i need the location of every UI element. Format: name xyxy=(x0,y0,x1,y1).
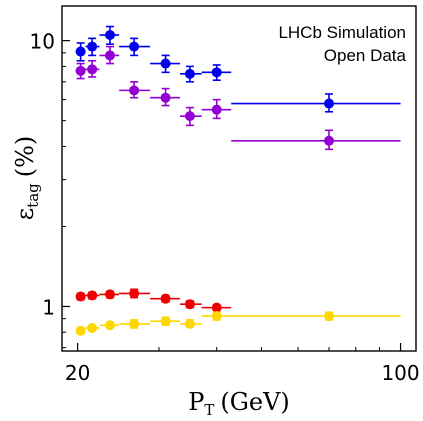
data-point xyxy=(323,135,334,146)
x-axis-title-main: P xyxy=(188,388,204,416)
series-2 xyxy=(75,288,232,313)
x-axis-title: PT (GeV) xyxy=(188,388,290,419)
data-point xyxy=(104,50,115,61)
data-point xyxy=(129,318,140,329)
x-tick-label: 20 xyxy=(65,361,90,385)
series-0 xyxy=(75,25,401,113)
data-point xyxy=(211,302,222,313)
x-tick-label: 100 xyxy=(381,361,419,385)
series-3 xyxy=(75,311,401,336)
annotation-open-data: Open Data xyxy=(324,46,407,65)
plot-frame xyxy=(61,5,417,352)
data-point xyxy=(129,288,140,299)
data-point xyxy=(129,41,140,52)
data-point xyxy=(75,65,86,76)
data-point xyxy=(211,311,222,322)
data-point xyxy=(160,316,171,327)
data-point xyxy=(211,104,222,115)
data-point xyxy=(75,325,86,336)
data-point xyxy=(160,58,171,69)
data-point xyxy=(75,46,86,57)
y-tick-label: 1 xyxy=(42,295,55,319)
y-axis-title-main: ε xyxy=(11,208,39,220)
data-point xyxy=(87,290,98,301)
data-point xyxy=(104,289,115,300)
data-point xyxy=(104,30,115,41)
data-point xyxy=(160,293,171,304)
data-point xyxy=(75,291,86,302)
x-axis-title-unit: (GeV) xyxy=(220,388,289,416)
data-point xyxy=(129,85,140,96)
y-axis-title: εtag (%) xyxy=(11,136,42,221)
y-axis-title-sub: tag xyxy=(24,183,42,208)
y-tick-label: 10 xyxy=(30,30,55,54)
data-point xyxy=(184,318,195,329)
data-point xyxy=(160,92,171,103)
series-layer xyxy=(75,25,401,336)
data-point xyxy=(323,98,334,109)
data-point xyxy=(87,64,98,75)
ticks-layer: 20 100 1 10 xyxy=(30,30,420,385)
y-axis-title-unit: (%) xyxy=(11,136,39,178)
data-point xyxy=(87,41,98,52)
data-point xyxy=(87,322,98,333)
x-axis-title-sub: T xyxy=(204,401,214,419)
data-point xyxy=(184,111,195,122)
data-point xyxy=(323,311,334,322)
annotation-lhcb-simulation: LHCb Simulation xyxy=(278,23,406,42)
series-1 xyxy=(75,45,401,151)
data-point xyxy=(184,68,195,79)
data-point xyxy=(184,299,195,310)
data-point xyxy=(104,320,115,331)
data-point xyxy=(211,67,222,78)
